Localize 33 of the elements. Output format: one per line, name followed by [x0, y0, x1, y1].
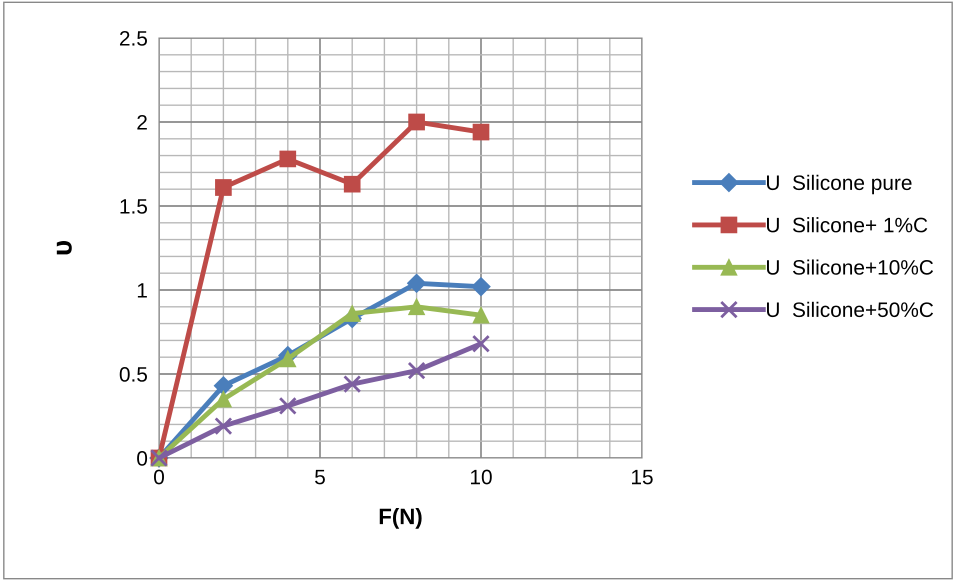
point	[408, 114, 425, 130]
point	[279, 150, 296, 168]
y-tick-label: 2.5	[120, 31, 148, 46]
point	[214, 417, 232, 436]
point	[343, 375, 362, 394]
legend-label: U Silicone+50%C	[767, 302, 934, 318]
point	[278, 396, 297, 415]
legend-label: U Silicone+10%C	[767, 259, 934, 275]
point	[408, 298, 425, 316]
point	[471, 277, 491, 296]
y-axis-title: υ	[56, 241, 72, 254]
point	[472, 306, 490, 324]
point	[215, 179, 232, 196]
point	[279, 350, 296, 368]
point	[344, 305, 361, 322]
x-tick-label: 10	[471, 470, 492, 484]
y-tick-label: 0.5	[120, 367, 148, 382]
point	[407, 274, 426, 293]
x-axis-title: F(N)	[380, 508, 422, 529]
point	[344, 176, 361, 192]
point	[472, 124, 490, 140]
y-tick-label: 1.5	[120, 199, 148, 214]
y-tick-label: 0	[137, 451, 148, 466]
x-tick-label: 5	[315, 470, 325, 484]
y-tick-label: 2	[137, 115, 147, 130]
point	[408, 362, 426, 380]
x-tick-label: 0	[154, 470, 164, 484]
point	[472, 334, 490, 353]
legend-label: U Silicone pure	[767, 174, 912, 194]
x-tick-label: 15	[632, 470, 653, 484]
y-tick-label: 1	[138, 283, 147, 298]
legend-label: U Silicone+ 1%C	[767, 217, 928, 232]
point	[214, 376, 233, 396]
